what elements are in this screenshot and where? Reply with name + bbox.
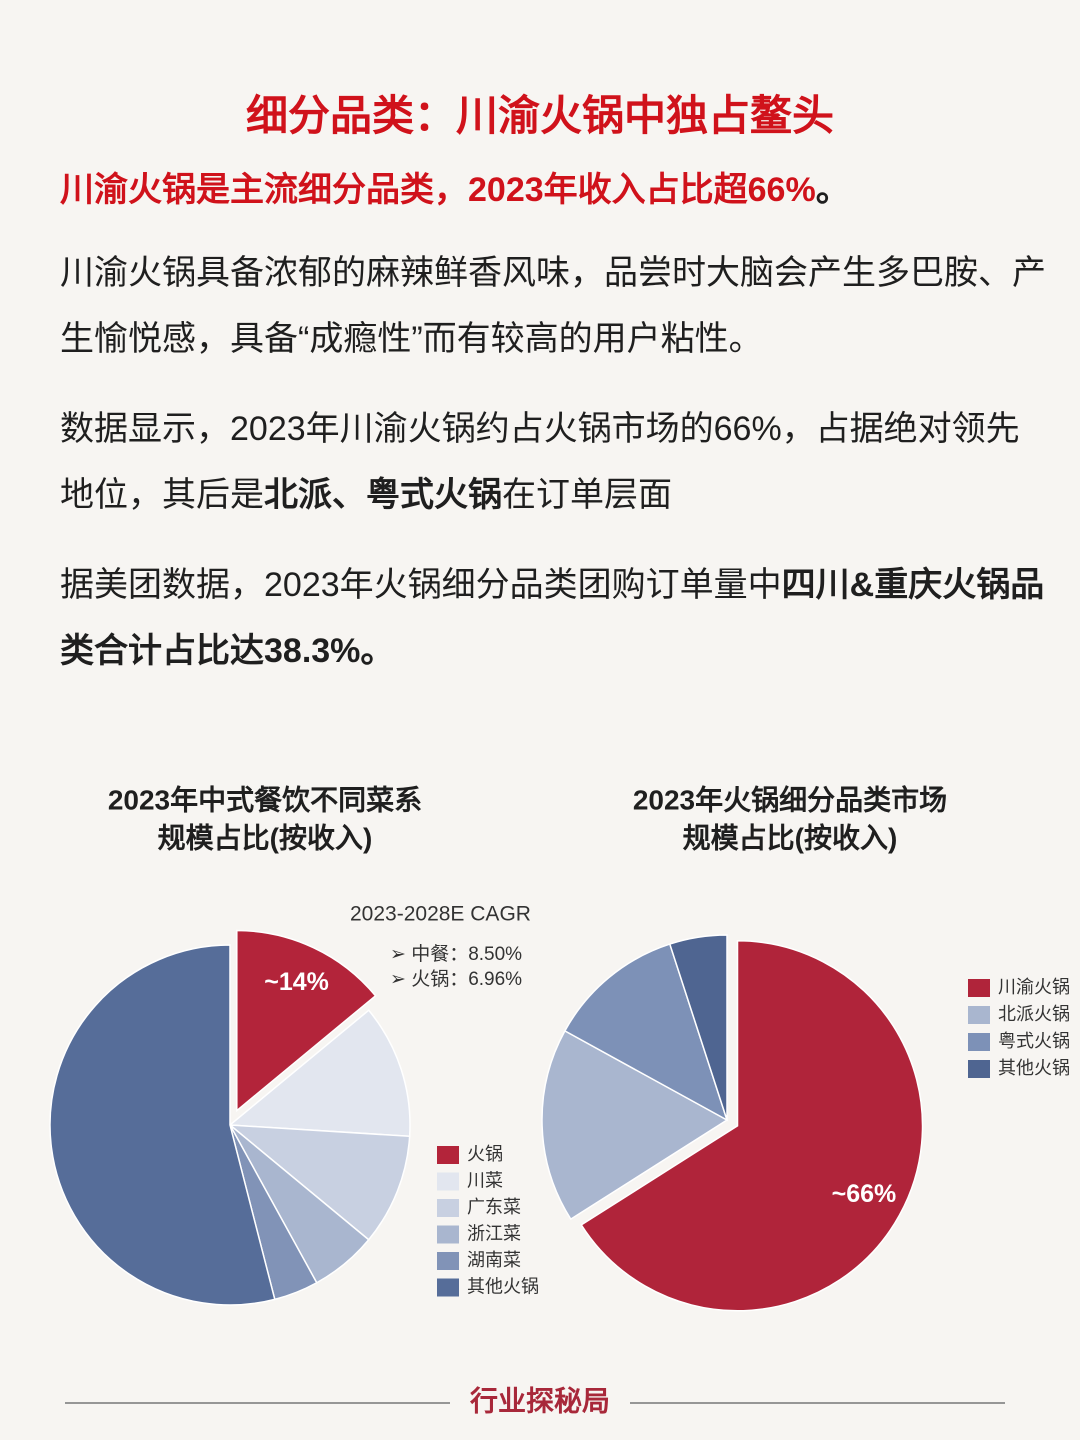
legend-label: 湖南菜 — [467, 1250, 521, 1270]
pie-slice — [541, 1029, 729, 1221]
value-label: ~14% — [264, 968, 329, 996]
subtitle: 川渝火锅是主流细分品类，2023年收入占比超66%。 — [60, 162, 1050, 211]
paragraph: 川渝火锅具备浓郁的麻辣鲜香风味，品尝时大脑会产生多巴胺、产生愉悦感，具备“成瘾性… — [60, 240, 1050, 372]
legend-label: 粤式火锅 — [998, 1031, 1070, 1051]
value-label: ~66% — [832, 1180, 897, 1208]
pie-slice — [49, 944, 276, 1306]
chart-title: 2023年火锅细分品类市场 — [633, 783, 947, 815]
chart-title: 规模占比(按收入) — [158, 821, 373, 853]
text-run: 。 — [815, 171, 850, 209]
legend-swatch — [968, 1033, 990, 1051]
bold-text: 北派、粤式火锅 — [264, 476, 502, 514]
legend-label: 浙江菜 — [467, 1223, 521, 1243]
pie-slice — [580, 940, 924, 1312]
pie-slice — [236, 929, 377, 1113]
pie-slice — [563, 943, 729, 1122]
annotation: ➢ 火锅：6.96% — [390, 968, 522, 990]
legend-label: 其他火锅 — [467, 1276, 539, 1296]
annotation: 2023-2028E CAGR — [350, 903, 531, 926]
legend-swatch — [437, 1278, 459, 1297]
legend-swatch — [437, 1172, 459, 1191]
legend-label: 北派火锅 — [998, 1004, 1070, 1024]
legend-swatch — [437, 1225, 459, 1244]
pie-slice — [228, 1009, 411, 1138]
paragraph: 据美团数据，2023年火锅细分品类团购订单量中四川&重庆火锅品类合计占比达38.… — [60, 552, 1050, 684]
chart-title: 规模占比(按收入) — [683, 821, 898, 853]
footer-brand: 行业探秘局 — [469, 1384, 610, 1416]
text-run: 据美团数据，2023年火锅细分品类团购订单量中 — [60, 566, 782, 604]
annotation: ➢ 中餐：8.50% — [390, 943, 522, 965]
pie-slice — [227, 1124, 411, 1241]
legend-label: 其他火锅 — [998, 1058, 1070, 1078]
legend-swatch — [437, 1146, 459, 1164]
text-run: 川渝火锅具备浓郁的麻辣鲜香风味，品尝时大脑会产生多巴胺、产生愉悦感，具备“成瘾性… — [60, 254, 1046, 358]
legend-swatch — [968, 1060, 990, 1078]
chart-title: 2023年中式餐饮不同菜系 — [108, 783, 422, 815]
text-run: 川渝火锅是主流细分品类，2023年收入占比超66% — [60, 171, 816, 209]
legend-label: 火锅 — [467, 1144, 503, 1164]
legend-swatch — [968, 1006, 990, 1024]
paragraph: 数据显示，2023年川渝火锅约占火锅市场的66%，占据绝对领先地位，其后是北派、… — [60, 396, 1050, 528]
legend-swatch — [968, 979, 990, 997]
legend-swatch — [437, 1252, 459, 1270]
legend-swatch — [437, 1199, 459, 1217]
bold-text: 四川&重庆火锅品类合计占比达38.3%。 — [60, 566, 1045, 670]
legend-label: 川渝火锅 — [998, 977, 1070, 997]
page-title: 细分品类：川渝火锅中独占鳌头 — [245, 92, 834, 139]
text-run: 在订单层面 — [502, 476, 672, 514]
legend-label: 川菜 — [467, 1170, 503, 1190]
pie-slice — [668, 934, 728, 1121]
text-run: 数据显示，2023年川渝火锅约占火锅市场的66%，占据绝对领先地位，其后是 — [60, 410, 1020, 514]
legend-label: 广东菜 — [467, 1197, 521, 1217]
